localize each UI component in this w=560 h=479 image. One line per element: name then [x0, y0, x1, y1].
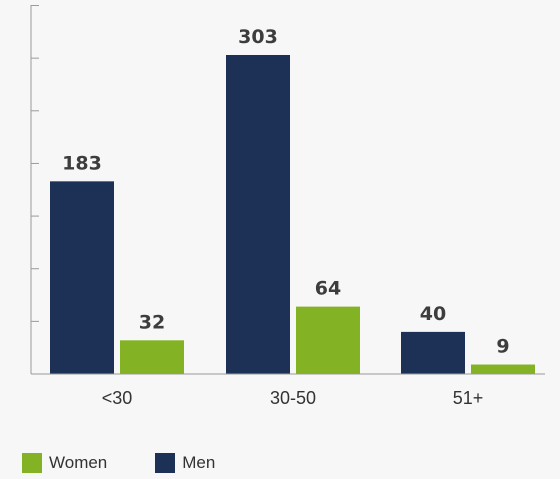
data-label-women-2: 9: [496, 336, 509, 358]
legend-swatch-men: [155, 453, 176, 473]
bar-women-2[interactable]: [471, 364, 535, 374]
bar-women-0[interactable]: [120, 340, 184, 374]
data-label-men-1: 303: [238, 26, 278, 48]
legend-label-men: Men: [182, 453, 216, 472]
x-tick-label-0: <30: [102, 388, 133, 408]
bar-men-2[interactable]: [401, 331, 465, 374]
legend: Women Men: [22, 453, 263, 473]
x-axis: <30 30-50 51+: [31, 373, 545, 408]
bar-women-1[interactable]: [296, 306, 360, 374]
x-tick-label-2: 51+: [453, 388, 484, 408]
y-axis: [30, 5, 39, 374]
legend-item-men[interactable]: Men: [155, 453, 215, 473]
data-label-men-2: 40: [420, 303, 446, 325]
legend-item-women[interactable]: Women: [22, 453, 107, 473]
bar-men-1[interactable]: [226, 55, 290, 374]
bar-chart: 183 32 303 64 40 9 <30 30-50 51+: [30, 5, 545, 408]
legend-label-women: Women: [49, 453, 108, 472]
bar-men-0[interactable]: [50, 181, 114, 374]
data-label-men-0: 183: [62, 152, 102, 174]
bars-group: 183 32 303 64 40 9: [50, 26, 535, 374]
data-label-women-1: 64: [315, 278, 341, 300]
x-tick-label-1: 30-50: [270, 388, 316, 408]
legend-swatch-women: [22, 453, 42, 473]
data-label-women-0: 32: [139, 311, 165, 333]
